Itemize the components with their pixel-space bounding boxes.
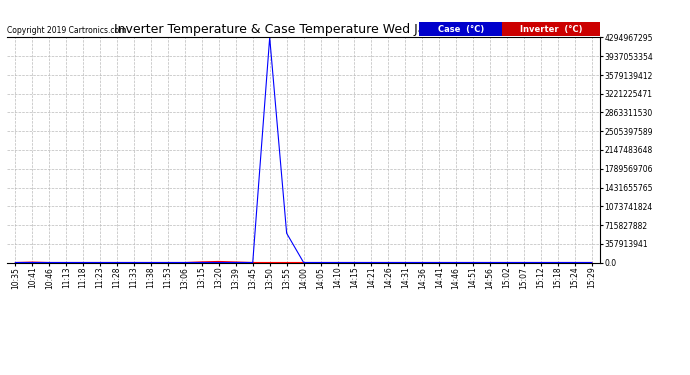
- Title: Inverter Temperature & Case Temperature Wed Jan 23 15:33: Inverter Temperature & Case Temperature …: [114, 23, 493, 36]
- Text: Case  (°C): Case (°C): [437, 25, 484, 34]
- Bar: [420, 22, 502, 36]
- Text: Inverter  (°C): Inverter (°C): [520, 25, 582, 34]
- Text: Copyright 2019 Cartronics.com: Copyright 2019 Cartronics.com: [7, 26, 126, 35]
- Bar: [502, 22, 600, 36]
